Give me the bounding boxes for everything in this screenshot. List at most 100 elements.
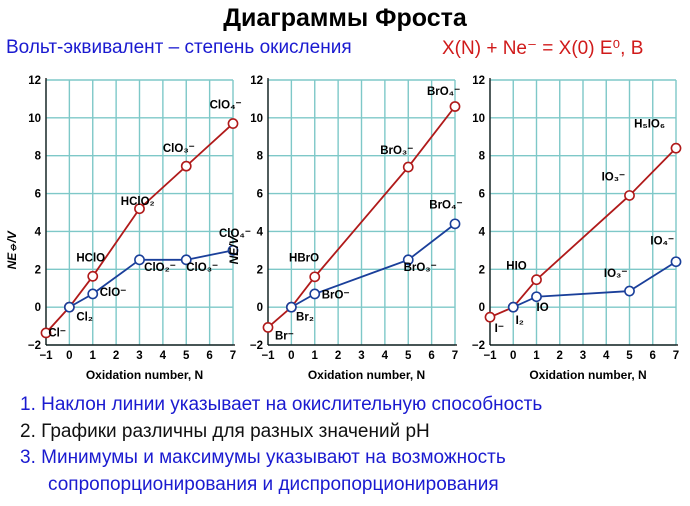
y-tick-label: 10 [472, 113, 485, 125]
y-tick-label: −2 [28, 340, 41, 352]
x-tick-label: −1 [261, 350, 275, 362]
data-point [531, 274, 542, 286]
x-tick-label: 6 [428, 350, 434, 362]
y-tick-label: 6 [257, 189, 263, 201]
y-tick-label: 8 [257, 151, 264, 163]
y-tick-label: 6 [35, 189, 41, 201]
data-point [449, 101, 461, 112]
y-tick-label: 10 [250, 113, 263, 125]
x-tick-label: 6 [206, 350, 212, 362]
x-tick-label: 4 [382, 350, 389, 362]
y-tick-label: 4 [35, 226, 42, 238]
y-axis-label: NE⦵/V [5, 230, 19, 269]
species-label: ClO₄⁻ [210, 99, 242, 111]
species-label: BrO⁻ [322, 290, 350, 302]
species-label: BrO₄⁻ [429, 200, 462, 212]
data-point [180, 254, 192, 266]
species-label: IO₄⁻ [650, 236, 674, 248]
note-4: сопропорционирования и диспропорциониров… [48, 473, 499, 495]
x-tick-label: 1 [312, 350, 319, 362]
data-point [227, 118, 239, 129]
data-point [402, 161, 414, 173]
x-tick-label: 3 [580, 350, 586, 362]
species-label: ClO₂⁻ [144, 262, 176, 274]
notes-list: 1. Наклон линии указывает на окислительн… [20, 392, 542, 498]
x-tick-label: 2 [335, 350, 341, 362]
y-tick-label: 6 [479, 189, 485, 201]
species-label: Br₂ [296, 311, 314, 323]
x-axis-label: Oxidation number, N [308, 368, 425, 382]
species-label: BrO₄⁻ [427, 86, 460, 98]
y-tick-label: 12 [472, 75, 485, 87]
data-point [624, 285, 635, 297]
x-tick-label: 3 [358, 350, 364, 362]
species-label: HClO₂ [121, 196, 155, 208]
x-tick-label: 5 [405, 350, 412, 362]
x-tick-label: 1 [533, 350, 540, 362]
species-label: HClO [76, 253, 105, 265]
species-label: ClO₄⁻ [219, 228, 251, 240]
y-tick-label: 2 [257, 264, 263, 276]
x-tick-label: 0 [288, 350, 294, 362]
data-point [63, 301, 75, 313]
data-point [227, 244, 239, 256]
data-point [134, 254, 145, 266]
data-point [309, 271, 321, 283]
x-tick-label: 5 [626, 350, 633, 362]
x-tick-label: 7 [452, 350, 458, 362]
species-label: ClO⁻ [100, 287, 127, 299]
data-point [87, 270, 99, 282]
y-tick-label: 12 [250, 75, 263, 87]
data-point [624, 190, 635, 201]
species-label: BrO₃⁻ [380, 145, 413, 157]
y-tick-label: 8 [35, 151, 42, 163]
y-tick-label: 0 [257, 302, 263, 314]
page-title: Диаграммы Фроста [223, 4, 467, 32]
y-tick-label: 0 [35, 302, 41, 314]
series-line [290, 223, 456, 308]
x-tick-label: 0 [510, 350, 516, 362]
x-axis-label: Oxidation number, N [529, 368, 646, 382]
x-tick-label: 7 [230, 350, 236, 362]
data-point [507, 301, 519, 313]
y-tick-label: −2 [472, 340, 485, 352]
species-label: IO₃⁻ [604, 268, 628, 280]
note-2: 2. Графики различны для разных значений … [20, 420, 430, 442]
subtitle-right: X(N) + Ne⁻ = X(0) E⁰, В [442, 38, 644, 59]
y-tick-label: 0 [479, 302, 485, 314]
species-label: Cl₂ [76, 311, 93, 323]
data-point [449, 218, 461, 230]
y-tick-label: 2 [479, 264, 485, 276]
subtitle-left: Вольт-эквивалент – степень окисления [6, 37, 352, 58]
x-axis-label: Oxidation number, N [86, 368, 203, 382]
y-tick-label: 2 [35, 264, 41, 276]
x-tick-label: 0 [66, 350, 72, 362]
x-tick-label: 2 [557, 350, 563, 362]
note-1: 1. Наклон линии указывает на окислительн… [20, 394, 543, 415]
data-point [134, 203, 145, 215]
series-line [512, 260, 677, 308]
x-tick-label: 1 [90, 350, 97, 362]
x-tick-label: 3 [136, 350, 142, 362]
x-tick-label: −1 [39, 350, 53, 362]
x-tick-label: 7 [673, 350, 679, 362]
species-label: IO₃⁻ [602, 171, 626, 183]
series-line [45, 122, 234, 334]
species-label: ClO₃⁻ [163, 143, 195, 155]
species-label: Br⁻ [275, 330, 294, 342]
y-tick-label: 10 [28, 113, 41, 125]
x-tick-label: 4 [603, 350, 610, 362]
species-label: HIO [506, 260, 527, 272]
note-3: 3. Минимумы и максимумы указывают на воз… [20, 447, 506, 468]
species-label: Cl⁻ [48, 327, 66, 339]
x-tick-label: 5 [183, 350, 190, 362]
y-axis-label: NE/V [227, 235, 241, 264]
species-label: H₅IO₆ [634, 118, 665, 130]
species-label: ClO₃⁻ [186, 262, 218, 274]
y-tick-label: 4 [257, 226, 264, 238]
species-label: IO [537, 302, 549, 314]
data-point [285, 301, 297, 313]
y-tick-label: 4 [479, 226, 486, 238]
y-tick-label: −2 [250, 340, 263, 352]
